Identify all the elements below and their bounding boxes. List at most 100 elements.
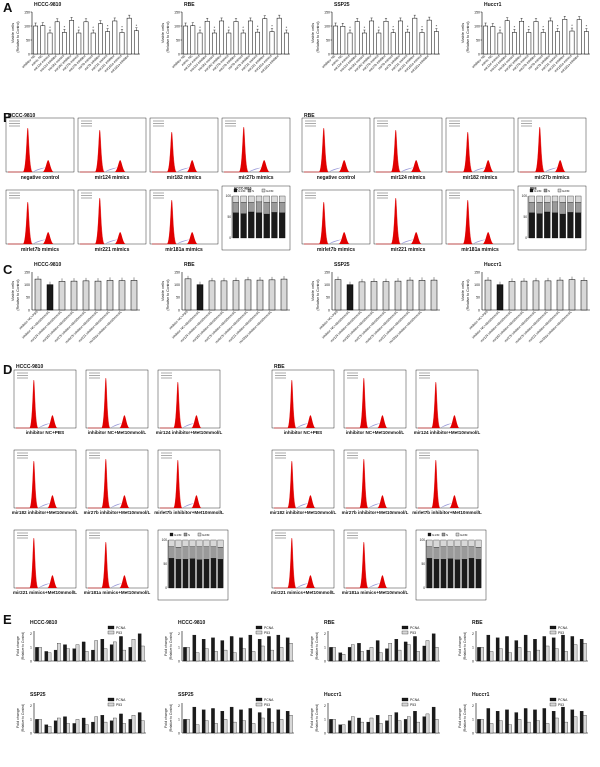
bar (532, 280, 540, 311)
bar (61, 32, 67, 55)
p53-bar (555, 717, 559, 734)
g2-peak (554, 160, 566, 172)
pcna-bar (375, 715, 380, 734)
g1-peak (8, 127, 33, 173)
y-tick-label: 1 (472, 718, 474, 722)
x-tick-mark: • (342, 734, 343, 736)
pcna-bar (137, 633, 142, 662)
p53-bar (517, 719, 522, 734)
x-tick-mark: • (555, 734, 556, 736)
y-tick-label: 150 (474, 270, 480, 274)
stacked-bar-segment (232, 195, 239, 203)
bar (69, 20, 75, 55)
g2-peak (119, 415, 130, 428)
bar (556, 279, 564, 311)
significance-mark: * (92, 25, 94, 30)
g2-peak (47, 415, 58, 428)
stacked-bar-segment (263, 202, 270, 215)
g1-peak (448, 131, 473, 173)
panel-label-b: B (3, 110, 13, 125)
p53-bar (223, 649, 228, 662)
stacked-bar-segment (468, 539, 475, 547)
p53-bar (57, 717, 61, 734)
panel-e-chart: 0 1 2 Fold change (Relative to Control) PCNAP… (16, 626, 146, 664)
histogram-caption: mir124 inhibitor+Met10mmol/L (156, 430, 223, 435)
x-tick-mark: • (95, 734, 96, 736)
x-tick-mark: • (271, 734, 272, 736)
g2-peak (377, 495, 388, 508)
stacked-bar-segment (203, 546, 210, 560)
x-tick-mark: • (518, 734, 519, 736)
pcna-bar (81, 641, 86, 662)
x-tick-mark: • (398, 734, 399, 736)
y-tick-label: 2 (30, 704, 32, 708)
pcna-bar (63, 716, 67, 734)
g2-peak (191, 495, 202, 508)
y-tick-label: 0 (478, 52, 480, 56)
g1-peak (160, 381, 183, 429)
bar (119, 32, 125, 55)
stacked-bar-segment (210, 546, 217, 559)
p53-bar (270, 649, 274, 662)
x-tick-mark: • (48, 662, 49, 664)
pcna-bar (579, 711, 584, 734)
g1-peak (304, 127, 329, 173)
x-tick-mark: • (233, 662, 234, 664)
g1-peak (376, 129, 401, 173)
y-tick-label: 1 (30, 646, 32, 650)
g2-peak (410, 232, 422, 244)
g2-peak (114, 232, 126, 244)
histogram-caption: mir27b mimics (238, 175, 273, 181)
y-tick-label: 2 (178, 632, 180, 636)
bar (70, 280, 78, 311)
stacked-bar-segment (433, 547, 440, 560)
stacked-bar-segment (551, 201, 559, 213)
x-tick-mark: • (289, 734, 290, 736)
pcna-bar (561, 634, 565, 662)
x-tick-mark: • (583, 734, 584, 736)
panel-a-title: HCCC-9810 (34, 2, 62, 8)
stacked-bar-segment (433, 559, 440, 589)
panel-c-title: HCCC-9810 (34, 262, 62, 268)
x-tick-mark: • (342, 662, 343, 664)
p53-bar (38, 719, 42, 734)
y-axis-label: Fold change (310, 708, 314, 728)
y-axis-label: Viable cells (310, 281, 315, 301)
stacked-bar-segment (536, 213, 543, 239)
g2-peak (482, 232, 494, 244)
y-tick-label: 0 (30, 659, 32, 663)
pcna-bar (63, 644, 67, 662)
panel-e-chart: 0 1 2 Fold change (Relative to Control) PCNAP… (164, 698, 294, 736)
significance-mark: * (378, 25, 380, 30)
stacked-bar-segment (217, 547, 224, 560)
bar (540, 32, 546, 55)
histogram-caption: mir27b inhibitor+Met10mmol/L (342, 510, 409, 515)
y-tick-label: 0 (178, 731, 180, 735)
pcna-bar (570, 636, 575, 662)
p53-bar (536, 720, 540, 734)
stacked-bar-segment (447, 546, 454, 559)
pcna-bar (366, 721, 371, 734)
p53-bar (289, 643, 293, 662)
legend-label: G1/M (238, 189, 246, 193)
p53-bar (85, 651, 89, 662)
x-tick-mark: • (132, 734, 133, 736)
y-tick-label: 50 (421, 562, 425, 566)
bar (340, 26, 346, 55)
g1-peak (88, 541, 111, 589)
x-tick-mark: • (85, 734, 86, 736)
bar (233, 21, 239, 55)
x-tick-mark: • (224, 734, 225, 736)
pcna-bar (413, 636, 417, 662)
significance-mark: * (514, 24, 516, 29)
pcna-bar (192, 634, 197, 662)
pcna-bar (137, 712, 142, 734)
stacked-bar-segment (196, 539, 203, 547)
y-tick-label: 2 (178, 704, 180, 708)
y-tick-label: 2 (472, 704, 474, 708)
pcna-bar (357, 643, 361, 662)
legend-label: P53 (264, 631, 270, 635)
pcna-bar (229, 636, 234, 662)
bar (562, 19, 568, 55)
legend-label: G1/M (534, 189, 542, 193)
